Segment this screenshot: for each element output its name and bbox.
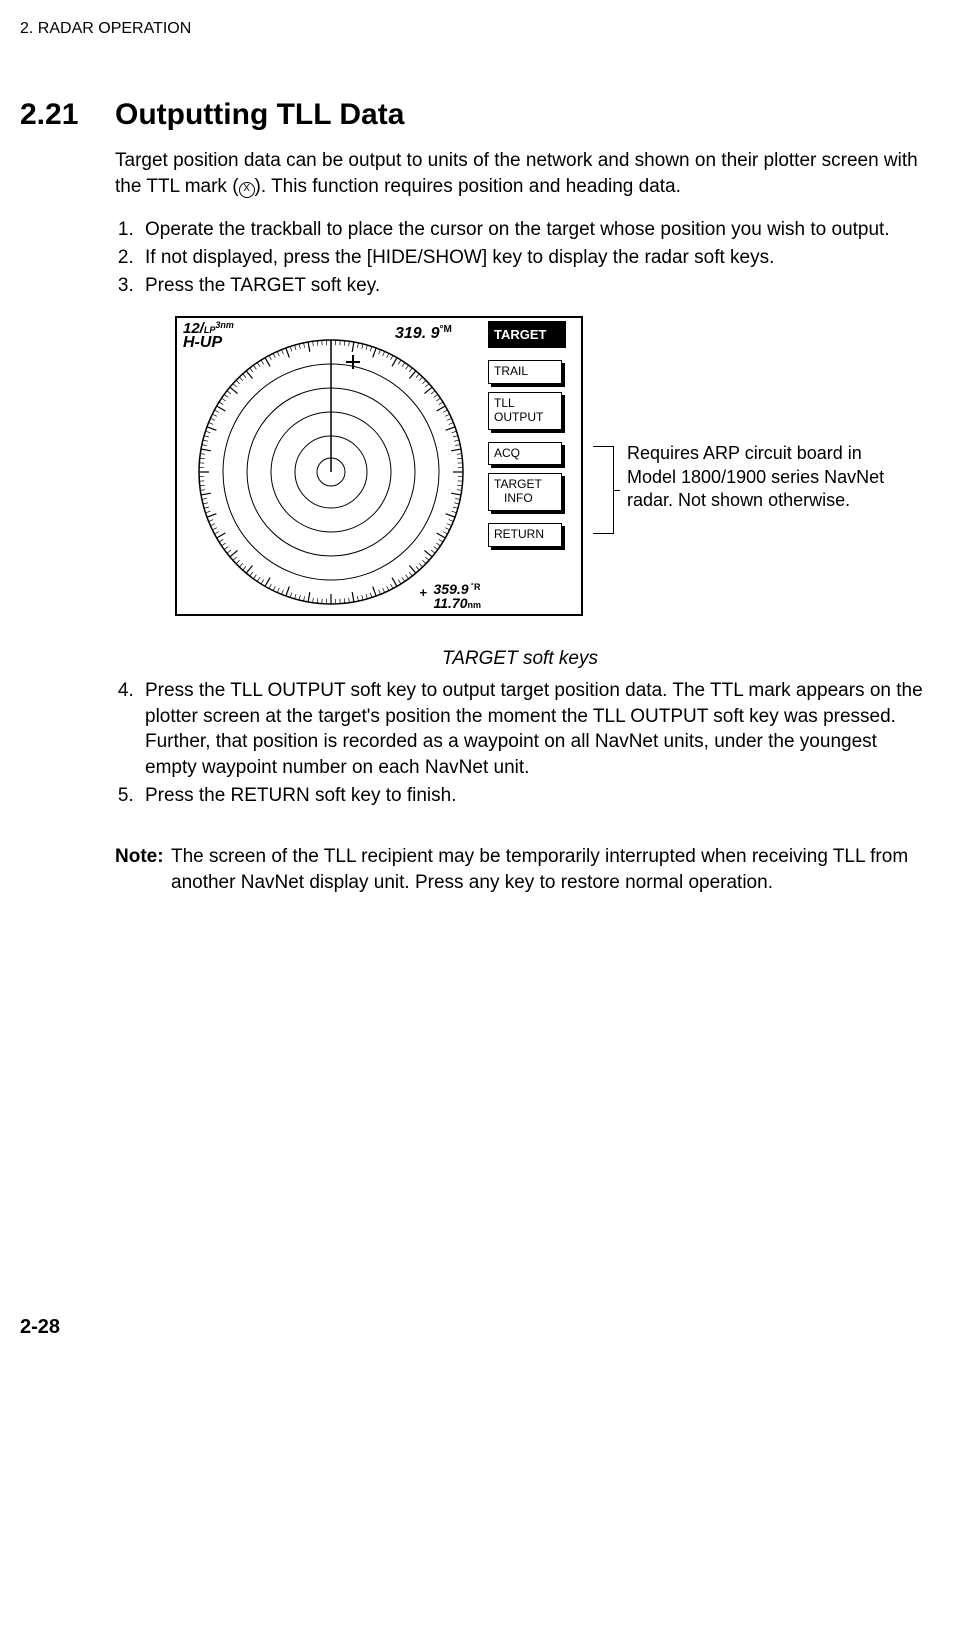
step-item: Press the TLL OUTPUT soft key to output … — [139, 678, 925, 781]
cursor-bearing-unit: ˚R — [469, 582, 481, 592]
steps-list-1: Operate the trackball to place the curso… — [115, 217, 925, 298]
softkey-tll-output[interactable]: TLL OUTPUT — [488, 392, 562, 430]
intro-paragraph: Target position data can be output to un… — [115, 148, 925, 199]
running-header: 2. RADAR OPERATION — [20, 20, 925, 38]
radar-cursor-readout: + 359.9 ˚R 11.70nm — [434, 582, 482, 610]
softkey-trail[interactable]: TRAIL — [488, 360, 562, 384]
radar-heading: 319. 9°M — [395, 324, 452, 343]
section-heading: 2.21Outputting TLL Data — [20, 98, 925, 132]
figure: 12/LP3nm H-UP 319. 9°M + 359.9 ˚R 11.70n… — [175, 316, 925, 636]
radar-rings-icon — [181, 322, 481, 612]
step-item: Operate the trackball to place the curso… — [139, 217, 925, 243]
softkey-header: TARGET — [488, 321, 566, 348]
heading-value: 319. 9 — [395, 325, 439, 342]
figure-caption: TARGET soft keys — [115, 648, 925, 670]
softkey-return[interactable]: RETURN — [488, 523, 562, 547]
softkey-acq[interactable]: ACQ — [488, 442, 562, 466]
page-number: 2-28 — [20, 1316, 925, 1339]
softkey-column: TARGET TRAIL TLL OUTPUT ACQ TARGET INFO … — [488, 321, 578, 547]
cursor-range-unit: nm — [468, 600, 482, 610]
bracket-icon — [593, 446, 614, 534]
bracket-note: Requires ARP circuit board in Model 1800… — [627, 442, 887, 512]
ttl-mark-icon: X — [239, 182, 255, 198]
softkey-target-info[interactable]: TARGET INFO — [488, 473, 562, 511]
step-item: Press the RETURN soft key to finish. — [139, 783, 925, 809]
step-item: Press the TARGET soft key. — [139, 273, 925, 299]
cursor-plus-icon: + — [420, 586, 428, 599]
cursor-range: 11.70 — [434, 595, 468, 611]
heading-unit: °M — [439, 324, 451, 335]
range-sup: 3nm — [215, 320, 234, 330]
note-label: Note: — [115, 844, 171, 895]
steps-list-2: Press the TLL OUTPUT soft key to output … — [115, 678, 925, 808]
radar-range-label: 12/LP3nm H-UP — [183, 320, 234, 352]
radar-screen: 12/LP3nm H-UP 319. 9°M + 359.9 ˚R 11.70n… — [175, 316, 583, 616]
section-number: 2.21 — [20, 98, 115, 132]
step-item: If not displayed, press the [HIDE/SHOW] … — [139, 245, 925, 271]
note-block: Note: The screen of the TLL recipient ma… — [115, 844, 925, 895]
intro-text-b: ). This function requires position and h… — [255, 176, 681, 197]
section-title-text: Outputting TLL Data — [115, 98, 404, 131]
note-text: The screen of the TLL recipient may be t… — [171, 844, 925, 895]
